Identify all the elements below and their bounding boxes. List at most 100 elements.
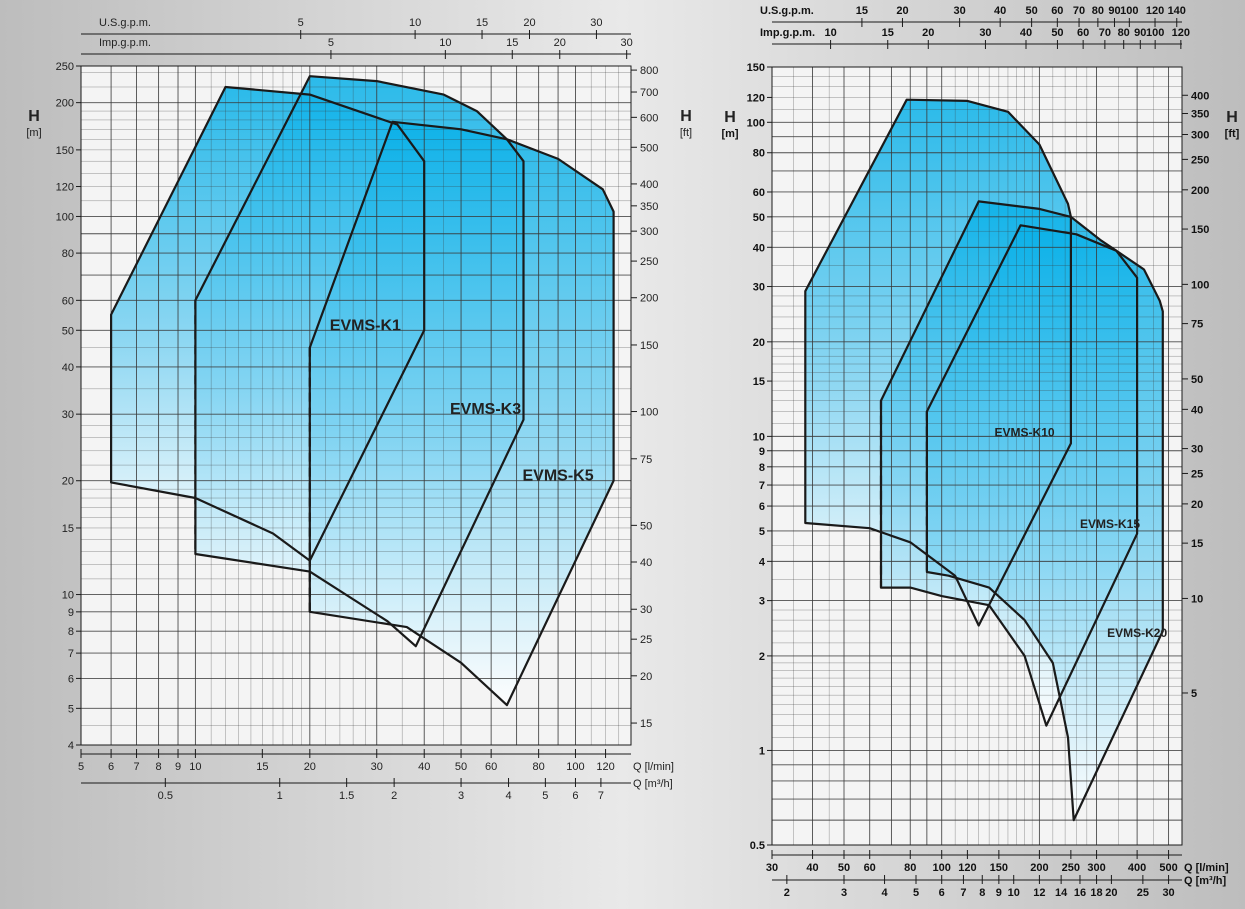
y-tick-label: 7 bbox=[759, 480, 765, 492]
y2-tick-label: 150 bbox=[1191, 224, 1209, 236]
impgpm-tick-label: 15 bbox=[882, 27, 894, 39]
impgpm-tick-label: 80 bbox=[1118, 27, 1130, 39]
x-tick-label: 30 bbox=[766, 862, 778, 874]
top-axis-1-label: U.S.g.p.m. bbox=[99, 17, 151, 29]
usgpm-tick-label: 10 bbox=[409, 17, 421, 29]
x-tick-label: 5 bbox=[78, 761, 84, 773]
series-label: EVMS-K10 bbox=[995, 425, 1055, 439]
y-tick-label: 8 bbox=[759, 462, 765, 474]
usgpm-tick-label: 15 bbox=[476, 17, 488, 29]
impgpm-tick-label: 30 bbox=[979, 27, 991, 39]
usgpm-tick-label: 60 bbox=[1051, 5, 1063, 17]
x2-tick-label: 18 bbox=[1090, 887, 1102, 899]
y-tick-label: 40 bbox=[62, 362, 74, 374]
x-tick-label: 120 bbox=[596, 761, 614, 773]
y-tick-label: 150 bbox=[56, 145, 74, 157]
plot-frame bbox=[771, 66, 1183, 846]
y2-tick-label: 600 bbox=[640, 112, 658, 124]
usgpm-tick-label: 100 bbox=[1120, 5, 1138, 17]
x-tick-label: 10 bbox=[189, 761, 201, 773]
y-tick-label: 4 bbox=[68, 740, 74, 752]
x-tick-label: 9 bbox=[175, 761, 181, 773]
y2-tick-label: 25 bbox=[640, 634, 652, 646]
x2-tick-label: 8 bbox=[979, 887, 985, 899]
y2-tick-label: 400 bbox=[1191, 90, 1209, 102]
y-tick-label: 120 bbox=[56, 182, 74, 194]
y-axis-unit: [m] bbox=[721, 128, 738, 140]
impgpm-tick-label: 120 bbox=[1172, 27, 1190, 39]
top-axis-1-label: U.S.g.p.m. bbox=[760, 5, 814, 17]
y-tick-label: 8 bbox=[68, 626, 74, 638]
x2-tick-label: 1 bbox=[277, 790, 283, 802]
x-axis-label-m3h: Q [m³/h] bbox=[1184, 875, 1226, 887]
y-tick-label: 5 bbox=[68, 703, 74, 715]
series-label: EVMS-K5 bbox=[523, 468, 594, 485]
y2-tick-label: 40 bbox=[640, 557, 652, 569]
y2-tick-label: 350 bbox=[1191, 108, 1209, 120]
impgpm-tick-label: 10 bbox=[439, 37, 451, 49]
x-tick-label: 100 bbox=[933, 862, 951, 874]
x2-tick-label: 2 bbox=[784, 887, 790, 899]
y-tick-label: 15 bbox=[62, 523, 74, 535]
x-tick-label: 200 bbox=[1030, 862, 1048, 874]
y2-tick-label: 800 bbox=[640, 65, 658, 77]
y-tick-label: 50 bbox=[753, 212, 765, 224]
x-tick-label: 100 bbox=[566, 761, 584, 773]
y-tick-label: 200 bbox=[56, 98, 74, 110]
impgpm-tick-label: 100 bbox=[1146, 27, 1164, 39]
usgpm-tick-label: 120 bbox=[1146, 5, 1164, 17]
envelope-outline-evms-k20 bbox=[925, 224, 1164, 822]
y2-tick-label: 100 bbox=[1191, 279, 1209, 291]
y-tick-label: 60 bbox=[62, 295, 74, 307]
x-tick-label: 500 bbox=[1159, 862, 1177, 874]
x2-tick-label: 6 bbox=[572, 790, 578, 802]
x2-tick-label: 3 bbox=[458, 790, 464, 802]
y-tick-label: 10 bbox=[62, 590, 74, 602]
y2-tick-label: 15 bbox=[640, 718, 652, 730]
y-tick-label: 10 bbox=[753, 431, 765, 443]
x2-tick-label: 0.5 bbox=[158, 790, 173, 802]
x2-tick-label: 16 bbox=[1074, 887, 1086, 899]
chart-left: EVMS-K1EVMS-K3EVMS-K54567891015203040506… bbox=[26, 17, 692, 802]
y2-tick-label: 200 bbox=[1191, 185, 1209, 197]
x-tick-label: 8 bbox=[156, 761, 162, 773]
x-tick-label: 40 bbox=[806, 862, 818, 874]
x-tick-label: 40 bbox=[418, 761, 430, 773]
y-tick-label: 80 bbox=[62, 248, 74, 260]
x-tick-label: 300 bbox=[1087, 862, 1105, 874]
usgpm-tick-label: 140 bbox=[1168, 5, 1186, 17]
y-tick-label: 100 bbox=[56, 211, 74, 223]
y2-tick-label: 15 bbox=[1191, 538, 1203, 550]
x-axis-label-lpm: Q [l/min] bbox=[633, 761, 674, 773]
y2-tick-label: 75 bbox=[1191, 319, 1203, 331]
x2-tick-label: 7 bbox=[960, 887, 966, 899]
impgpm-tick-label: 40 bbox=[1020, 27, 1032, 39]
x-tick-label: 50 bbox=[455, 761, 467, 773]
y2-axis-title: H bbox=[1226, 109, 1238, 126]
x2-tick-label: 14 bbox=[1055, 887, 1068, 899]
x-axis-label-m3h: Q [m³/h] bbox=[633, 778, 673, 790]
usgpm-tick-label: 15 bbox=[856, 5, 868, 17]
chart-right: EVMS-K10EVMS-K15EVMS-K200.51234567891015… bbox=[721, 5, 1239, 899]
x-tick-label: 50 bbox=[838, 862, 850, 874]
y2-tick-label: 50 bbox=[640, 520, 652, 532]
impgpm-tick-label: 60 bbox=[1077, 27, 1089, 39]
y-tick-label: 9 bbox=[759, 446, 765, 458]
x2-tick-label: 7 bbox=[598, 790, 604, 802]
x-tick-label: 7 bbox=[133, 761, 139, 773]
y-tick-label: 20 bbox=[753, 337, 765, 349]
series-label: EVMS-K20 bbox=[1107, 626, 1167, 640]
impgpm-tick-label: 70 bbox=[1099, 27, 1111, 39]
x2-tick-label: 5 bbox=[913, 887, 919, 899]
envelope-outline-evms-k1 bbox=[109, 85, 426, 562]
x-tick-label: 15 bbox=[256, 761, 268, 773]
usgpm-tick-label: 20 bbox=[523, 17, 535, 29]
y-tick-label: 40 bbox=[753, 242, 765, 254]
y-tick-label: 3 bbox=[759, 596, 765, 608]
y2-tick-label: 10 bbox=[1191, 593, 1203, 605]
y-tick-label: 1 bbox=[759, 745, 765, 757]
y2-tick-label: 300 bbox=[640, 226, 658, 238]
y-tick-label: 7 bbox=[68, 648, 74, 660]
usgpm-tick-label: 90 bbox=[1108, 5, 1120, 17]
top-axis-2-label: Imp.g.p.m. bbox=[760, 27, 815, 39]
